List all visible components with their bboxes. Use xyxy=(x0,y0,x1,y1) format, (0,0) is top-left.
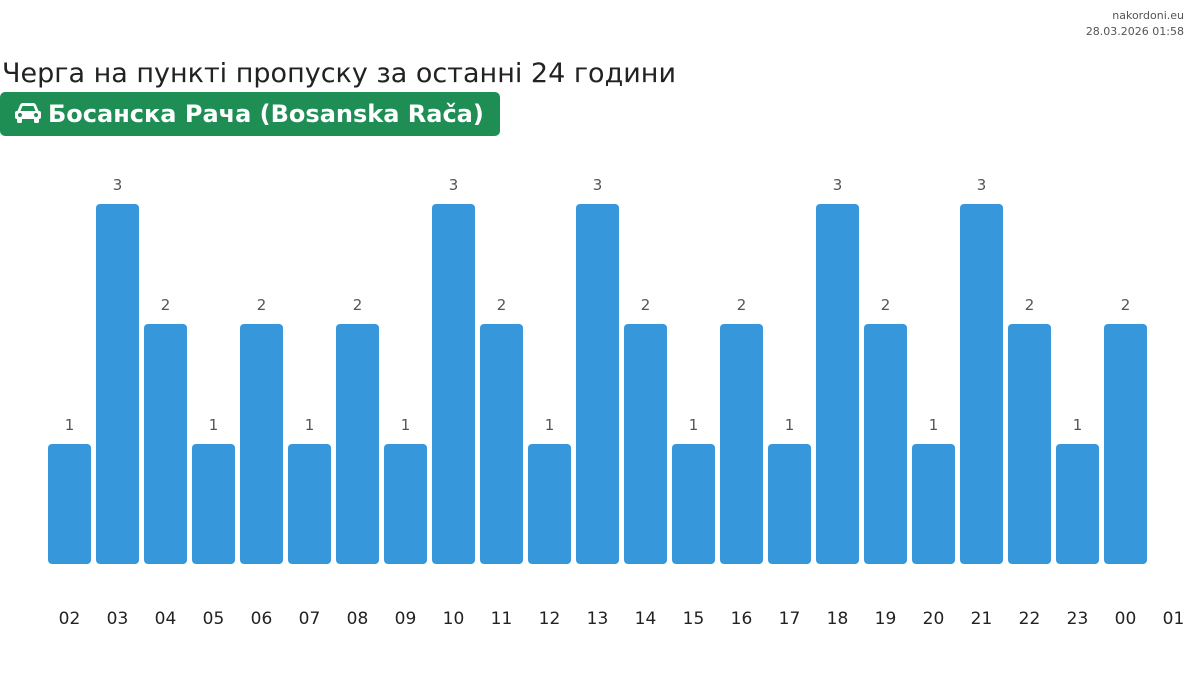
x-tick-05: 05 xyxy=(203,609,225,629)
x-tick-10: 10 xyxy=(443,609,465,629)
value-label-21: 3 xyxy=(977,176,987,194)
bar-00 xyxy=(1104,324,1147,564)
bar-20 xyxy=(912,444,955,564)
x-tick-21: 21 xyxy=(971,609,993,629)
value-label-02: 1 xyxy=(65,416,75,434)
value-label-00: 2 xyxy=(1121,296,1131,314)
value-label-03: 3 xyxy=(113,176,123,194)
x-tick-15: 15 xyxy=(683,609,705,629)
bar-02 xyxy=(48,444,91,564)
bar-06 xyxy=(240,324,283,564)
crossing-name: Босанска Рача (Bosanska Rača) xyxy=(48,100,484,128)
x-tick-08: 08 xyxy=(347,609,369,629)
bar-21 xyxy=(960,204,1003,564)
bar-08 xyxy=(336,324,379,564)
bar-14 xyxy=(624,324,667,564)
x-tick-19: 19 xyxy=(875,609,897,629)
bar-18 xyxy=(816,204,859,564)
site-meta: nakordoni.eu 28.03.2026 01:58 xyxy=(1086,8,1184,40)
value-label-23: 1 xyxy=(1073,416,1083,434)
crossing-badge: Босанска Рача (Bosanska Rača) xyxy=(0,92,500,136)
x-tick-03: 03 xyxy=(107,609,129,629)
bar-23 xyxy=(1056,444,1099,564)
x-tick-06: 06 xyxy=(251,609,273,629)
value-label-18: 3 xyxy=(833,176,843,194)
x-tick-09: 09 xyxy=(395,609,417,629)
x-tick-07: 07 xyxy=(299,609,321,629)
x-tick-16: 16 xyxy=(731,609,753,629)
x-tick-18: 18 xyxy=(827,609,849,629)
value-label-12: 1 xyxy=(545,416,555,434)
bar-19 xyxy=(864,324,907,564)
x-tick-13: 13 xyxy=(587,609,609,629)
bar-05 xyxy=(192,444,235,564)
value-label-05: 1 xyxy=(209,416,219,434)
page-title: Черга на пункті пропуску за останні 24 г… xyxy=(2,58,676,89)
bar-16 xyxy=(720,324,763,564)
bar-09 xyxy=(384,444,427,564)
value-label-22: 2 xyxy=(1025,296,1035,314)
x-tick-02: 02 xyxy=(59,609,81,629)
value-label-07: 1 xyxy=(305,416,315,434)
bar-13 xyxy=(576,204,619,564)
bar-07 xyxy=(288,444,331,564)
x-tick-23: 23 xyxy=(1067,609,1089,629)
bar-11 xyxy=(480,324,523,564)
bar-03 xyxy=(96,204,139,564)
bar-22 xyxy=(1008,324,1051,564)
value-label-08: 2 xyxy=(353,296,363,314)
bar-04 xyxy=(144,324,187,564)
value-label-11: 2 xyxy=(497,296,507,314)
x-tick-20: 20 xyxy=(923,609,945,629)
value-label-16: 2 xyxy=(737,296,747,314)
value-label-04: 2 xyxy=(161,296,171,314)
car-icon xyxy=(14,102,42,126)
x-tick-01: 01 xyxy=(1163,609,1185,629)
bar-15 xyxy=(672,444,715,564)
value-label-13: 3 xyxy=(593,176,603,194)
value-label-20: 1 xyxy=(929,416,939,434)
site-name: nakordoni.eu xyxy=(1112,9,1184,22)
x-tick-04: 04 xyxy=(155,609,177,629)
value-label-17: 1 xyxy=(785,416,795,434)
x-tick-22: 22 xyxy=(1019,609,1041,629)
x-tick-00: 00 xyxy=(1115,609,1137,629)
x-tick-17: 17 xyxy=(779,609,801,629)
x-tick-12: 12 xyxy=(539,609,561,629)
timestamp: 28.03.2026 01:58 xyxy=(1085,25,1184,38)
x-tick-11: 11 xyxy=(491,609,513,629)
bar-10 xyxy=(432,204,475,564)
value-label-09: 1 xyxy=(401,416,411,434)
value-label-19: 2 xyxy=(881,296,891,314)
value-label-10: 3 xyxy=(449,176,459,194)
value-label-15: 1 xyxy=(689,416,699,434)
bar-17 xyxy=(768,444,811,564)
x-tick-14: 14 xyxy=(635,609,657,629)
bar-12 xyxy=(528,444,571,564)
value-label-06: 2 xyxy=(257,296,267,314)
value-label-14: 2 xyxy=(641,296,651,314)
